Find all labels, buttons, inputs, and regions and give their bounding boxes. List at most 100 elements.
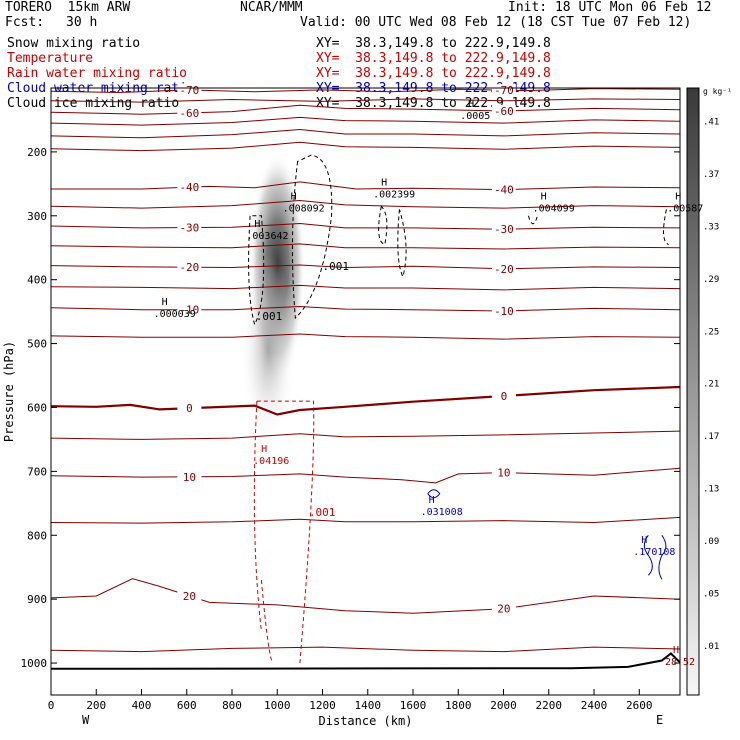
ice-contour-upper-2 [397,209,407,278]
max-value-label: .000039 [154,309,196,320]
colorbar-label: .21 [703,380,719,390]
isotherm-10 [50,467,681,484]
isotherm-label-bg [491,223,516,235]
y-tick-label: 400 [27,274,47,287]
x-tick-label: 2600 [626,699,653,712]
y-tick-label: 600 [27,401,47,414]
x-axis-label: Distance (km) [319,714,413,728]
colorbar-label: .29 [703,275,719,285]
isotherm-label: -40 [179,181,199,194]
colorbar-fill [686,87,700,696]
isotherm-label: 20 [183,590,196,603]
max-marker-h: H [641,535,647,546]
max-labels: .001.001.001H.0005H.002399H.008092H.0040… [154,99,704,668]
y-tick-label: 1000 [21,657,48,670]
colorbar-label: .05 [703,589,719,599]
cloud-water-contour-1 [427,489,441,499]
colorbar-label: .09 [703,537,719,547]
isotherm-label-bg [491,602,516,614]
isotherm-label: -40 [494,184,514,197]
plot-frame [50,87,681,696]
isotherm-label-bg [177,181,202,193]
max-marker-h: H [261,444,267,455]
isotherm-label: 20 [497,603,510,616]
field-xy-snow: XY= 38.3,149.8 to 222.9,149.8 [316,36,551,51]
isotherm-label: -10 [494,305,514,318]
max-value-label: .170108 [633,547,675,558]
isotherm--70 [50,88,681,94]
isotherm-0 [50,385,681,416]
moisture-contours [248,154,669,664]
max-value-label: .0005 [460,111,490,122]
isotherm--30 [50,222,681,230]
cloud-water-contour-2 [643,534,667,580]
max-marker-h: H [541,191,547,202]
max-marker-h: H [381,177,387,188]
x-tick-label: 600 [177,699,197,712]
x-tick-label: 400 [132,699,152,712]
rain-contour-2 [260,579,274,664]
isotherm-label-bg [491,183,516,195]
rain-contour [253,400,315,664]
max-value-label: .003642 [246,231,288,242]
field-xy-rain: XY= 38.3,149.8 to 222.9,149.8 [316,66,551,81]
max-value-label: .004099 [533,203,575,214]
colorbar-label: .33 [703,222,719,232]
colorbar-unit: g kg⁻¹ [703,87,732,96]
isotherm-5 [50,430,681,440]
field-name-snow: Snow mixing ratio [7,36,141,51]
isotherm-label-bg [491,466,516,478]
isotherm-label: -60 [494,105,514,118]
isotherm-label: -70 [494,84,514,97]
isotherm-15 [50,516,681,524]
colorbar-label: .41 [703,118,719,128]
isotherm-label: -10 [179,304,199,317]
ice-contour-label: .001 [323,260,350,273]
terrain-path [50,652,681,670]
isotherm--65 [50,98,681,103]
isotherm-label-bg [491,389,516,401]
isotherm-label: -20 [179,261,199,274]
isotherm-label-bg [491,262,516,274]
max-marker-h: H [675,191,681,202]
isotherm--35 [50,199,681,209]
ice-contour-center [291,154,333,320]
model-name: TORERO 15km ARW [5,0,131,15]
ice-contour-label: .001 [256,310,283,323]
terrain-line [50,652,681,670]
ice-contour-east-2 [663,209,669,246]
x-tick-label: 200 [86,699,106,712]
field-name-rain: Rain water mixing ratio [7,66,188,81]
y-tick-label: 900 [27,593,47,606]
y-tick-label: 700 [27,465,47,478]
max-value-label: .002399 [373,189,415,200]
isotherm-label: -60 [179,107,199,120]
colorbar-label: .01 [703,642,719,652]
rain-contour-label: .001 [309,506,336,519]
snow-shade-1 [240,254,297,446]
ice-contour-upper [378,205,388,246]
colorbar: .01 .05 .09 .13 .17 .21 .25 .29 .33 .37 .41 g kg⁻¹ [686,87,732,696]
isotherm--25 [50,243,681,250]
x-tick-label: 1000 [264,699,291,712]
max-marker-h: H [162,297,168,308]
x-tick-label: 1200 [309,699,336,712]
isotherm-label-bg [177,261,202,273]
plot-border [50,87,681,696]
colorbar-label: .37 [703,170,719,180]
forecast-hour: 30 h [66,15,98,30]
isotherm--40 [51,181,681,191]
field-xy-temperature: XY= 38.3,149.8 to 222.9,149.8 [316,51,551,66]
isotherm-20 [50,578,681,614]
isotherm-label-bg [177,589,202,601]
isotherm-25 [50,646,681,653]
colorbar-label: .25 [703,327,719,337]
max-value-label: .031008 [421,507,463,518]
y-tick-label: 300 [27,210,47,223]
isotherm-label: -70 [179,84,199,97]
x-tick-label: 0 [48,699,55,712]
x-tick-label: 2400 [581,699,608,712]
isotherm-label: 0 [501,390,508,403]
max-value-label: 28.52 [665,657,695,668]
